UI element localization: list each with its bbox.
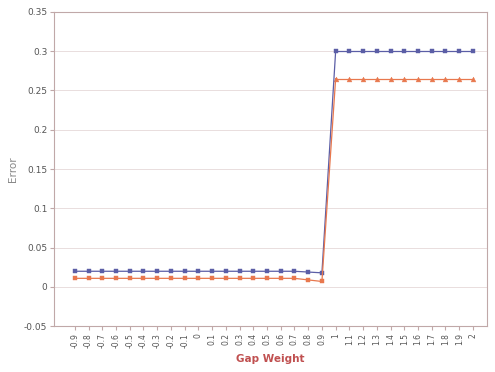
Y-axis label: Error: Error — [8, 156, 18, 182]
X-axis label: Gap Weight: Gap Weight — [236, 354, 305, 364]
